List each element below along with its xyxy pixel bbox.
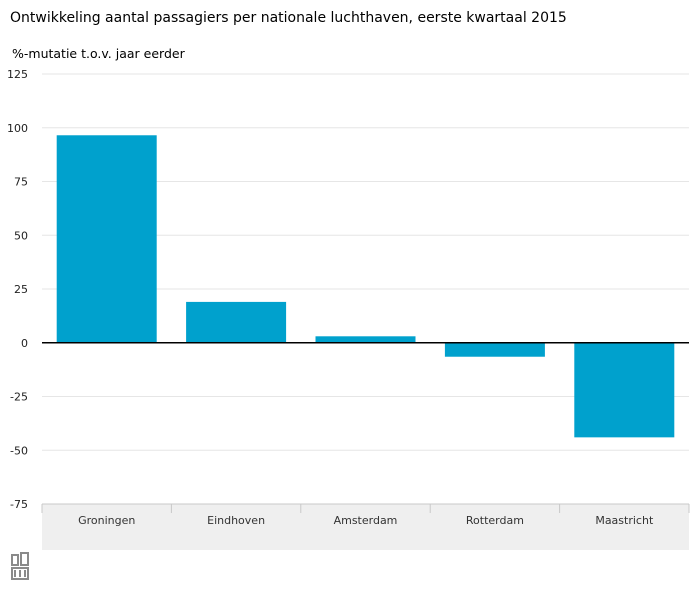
- y-tick-label: 25: [14, 283, 28, 296]
- bar-maastricht: [574, 342, 675, 438]
- y-tick-label: -75: [10, 498, 28, 511]
- chart-title: Ontwikkeling aantal passagiers per natio…: [10, 10, 567, 26]
- y-tick-label: -50: [10, 444, 28, 457]
- bar-rotterdam: [444, 342, 545, 357]
- x-axis-category-labels: Groningen Eindhoven Amsterdam Rotterdam Maas…: [41, 503, 690, 527]
- y-tick-label: -25: [10, 391, 28, 404]
- x-category-label: Amsterdam: [334, 514, 398, 527]
- y-tick-label: 100: [7, 122, 28, 135]
- x-category-label: Rotterdam: [466, 514, 524, 527]
- x-category-label: Maastricht: [595, 514, 654, 527]
- y-tick-label: 75: [14, 176, 28, 189]
- category-axis-band: [42, 504, 689, 550]
- bar-amsterdam: [315, 336, 416, 343]
- cbs-logo-icon: [11, 552, 29, 580]
- chart-subtitle: %-mutatie t.o.v. jaar eerder: [12, 46, 185, 61]
- x-category-label: Groningen: [78, 514, 135, 527]
- y-tick-label: 50: [14, 229, 28, 242]
- x-category-label: Eindhoven: [207, 514, 265, 527]
- y-tick-label: 125: [7, 68, 28, 81]
- bars: [56, 135, 675, 438]
- bar-eindhoven: [186, 301, 287, 343]
- y-tick-label: 0: [21, 337, 28, 350]
- y-axis-tick-labels: 125 100 75 50 25 0 -25 -50 -75: [7, 68, 28, 511]
- bar-groningen: [56, 135, 157, 343]
